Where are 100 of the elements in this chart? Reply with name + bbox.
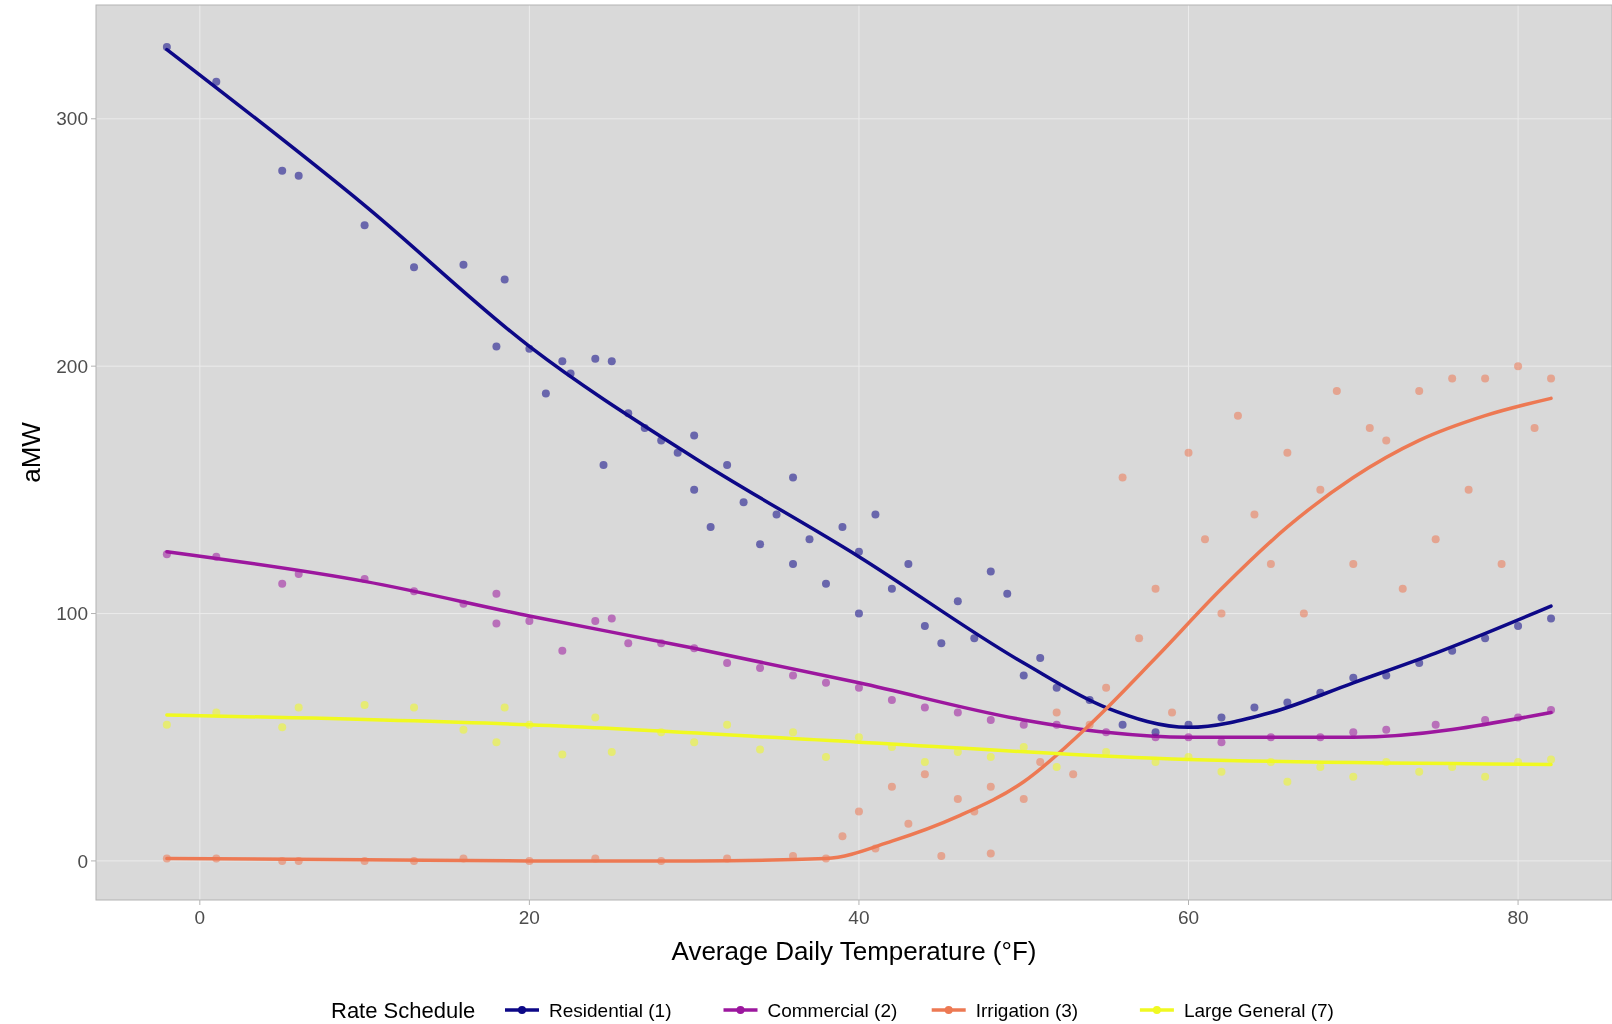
point [1547,374,1556,383]
point [162,720,171,729]
point [986,849,995,858]
point [558,646,567,655]
point [970,807,979,816]
point [920,757,929,766]
y-axis-title: aMW [16,421,46,483]
point [1135,634,1144,643]
point [854,807,863,816]
legend-label: Large General (7) [1183,999,1334,1021]
point [723,659,732,668]
point [525,720,534,729]
point [1250,510,1259,519]
point [723,854,732,863]
point [278,579,287,588]
point [1481,374,1490,383]
point [887,696,896,705]
point [1316,733,1325,742]
point [1151,584,1160,593]
point [871,844,880,853]
point [607,748,616,757]
point [986,715,995,724]
point [278,856,287,865]
point [1019,795,1028,804]
point [1316,762,1325,771]
point [1514,713,1523,722]
point [1217,609,1226,618]
point [1547,706,1556,715]
x-tick-label: 60 [1177,907,1200,928]
point [492,589,501,598]
point [558,750,567,759]
point [904,819,913,828]
point [1299,609,1308,618]
point [953,748,962,757]
point [1547,755,1556,764]
point [1184,733,1193,742]
point [1052,720,1061,729]
point [690,738,699,747]
point [1283,777,1292,786]
x-tick-label: 0 [194,907,206,928]
point [1382,757,1391,766]
x-tick-label: 20 [518,907,540,928]
point [162,550,171,559]
point [1481,772,1490,781]
legend-label: Residential (1) [549,999,672,1021]
point [1514,757,1523,766]
point [690,644,699,653]
point [1283,448,1292,457]
point [1382,725,1391,734]
point [360,574,369,583]
point [1217,738,1226,747]
point [1464,485,1473,494]
point [492,619,501,628]
point [756,745,765,754]
point [212,552,221,561]
point [1448,374,1457,383]
point [986,782,995,791]
point [887,782,896,791]
point [1019,720,1028,729]
legend-label: Irrigation (3) [975,999,1079,1021]
x-axis-title: Average Daily Temperature (°F) [671,936,1037,966]
point [360,701,369,710]
point [953,708,962,717]
point [986,753,995,762]
point [500,703,509,712]
point [1349,728,1358,737]
point [1266,757,1275,766]
point [591,713,600,722]
point [1069,770,1078,779]
point [821,854,830,863]
point [1052,708,1061,717]
point [1431,535,1440,544]
point [410,703,419,712]
point [657,728,666,737]
point [657,639,666,648]
point [1530,424,1539,433]
point [1431,720,1440,729]
point [410,587,419,596]
point [1036,757,1045,766]
point [525,616,534,625]
point [1102,728,1111,737]
point [1151,733,1160,742]
point [410,856,419,865]
y-tick-label: 0 [77,850,88,872]
point [1349,560,1358,569]
point [459,599,468,608]
point [591,616,600,625]
point [1200,535,1209,544]
point [1266,560,1275,569]
point [1052,762,1061,771]
y-tick-label: 200 [56,355,88,377]
point [525,856,534,865]
point [607,614,616,623]
x-tick-label: 80 [1507,907,1529,928]
point [591,854,600,863]
point [212,854,221,863]
point [1365,424,1374,433]
point [723,720,732,729]
y-tick-label: 100 [56,603,88,625]
point [920,770,929,779]
